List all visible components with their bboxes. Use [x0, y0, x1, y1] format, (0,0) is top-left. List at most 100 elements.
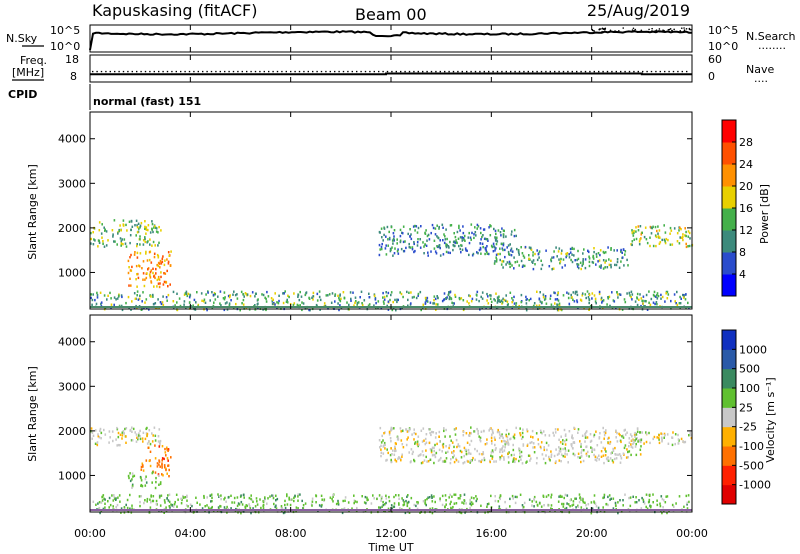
data-cell — [688, 500, 690, 504]
data-cell — [387, 238, 389, 241]
data-cell — [494, 438, 496, 441]
data-cell — [227, 294, 230, 298]
data-cell — [464, 239, 466, 242]
data-cell — [665, 290, 668, 294]
data-cell — [560, 460, 562, 463]
data-cell — [595, 505, 598, 508]
data-cell — [475, 499, 478, 503]
data-cell — [145, 276, 148, 280]
data-cell — [482, 234, 484, 237]
data-cell — [138, 432, 140, 435]
data-cell — [623, 264, 625, 267]
data-cell — [633, 441, 635, 444]
data-cell — [448, 292, 450, 295]
data-cell — [531, 504, 533, 507]
data-cell — [690, 436, 693, 440]
data-cell — [449, 251, 451, 255]
data-cell — [454, 241, 457, 244]
data-cell — [462, 231, 465, 235]
data-cell — [129, 234, 132, 237]
data-cell — [554, 302, 556, 305]
data-cell — [560, 252, 563, 255]
data-cell — [565, 438, 568, 442]
data-cell — [659, 236, 661, 239]
data-cell — [554, 428, 557, 431]
data-cell — [131, 484, 134, 488]
data-cell — [536, 249, 538, 252]
data-cell — [616, 258, 619, 261]
data-cell — [220, 304, 222, 307]
data-cell — [479, 248, 482, 251]
data-cell — [606, 266, 609, 269]
data-cell — [519, 493, 522, 496]
data-cell — [417, 292, 420, 296]
data-cell — [547, 494, 550, 497]
data-cell — [641, 431, 643, 434]
data-cell — [135, 440, 138, 443]
colorbar-segment — [722, 186, 736, 209]
data-cell — [515, 302, 518, 305]
data-cell — [472, 502, 474, 505]
data-cell — [293, 292, 295, 295]
data-cell — [612, 507, 615, 510]
data-cell — [600, 455, 603, 458]
data-cell — [451, 451, 453, 454]
data-cell — [152, 240, 155, 244]
data-cell — [400, 430, 402, 433]
data-cell — [448, 446, 450, 450]
data-cell — [385, 497, 388, 500]
data-cell — [275, 499, 277, 502]
data-cell — [638, 440, 641, 443]
data-cell — [107, 239, 109, 242]
data-cell — [688, 307, 690, 310]
data-cell — [341, 511, 344, 515]
data-cell — [478, 452, 481, 456]
data-cell — [594, 502, 597, 505]
data-cell — [684, 440, 687, 444]
noise-search-dot — [651, 27, 653, 30]
data-cell — [450, 500, 452, 504]
noise-search-dot — [648, 28, 650, 31]
data-cell — [427, 251, 429, 254]
data-cell — [452, 505, 454, 509]
data-cell — [98, 501, 101, 504]
data-cell — [167, 459, 169, 462]
data-cell — [97, 435, 100, 438]
data-cell — [410, 496, 413, 500]
data-cell — [149, 450, 152, 453]
data-cell — [151, 220, 153, 223]
data-cell — [420, 429, 423, 432]
noise-search-dot — [601, 30, 603, 33]
data-cell — [353, 501, 355, 505]
data-cell — [619, 499, 621, 502]
data-cell — [131, 430, 133, 433]
data-cell — [406, 438, 408, 441]
data-cell — [595, 459, 598, 462]
data-cell — [116, 426, 118, 430]
freq-right-legend-dots: .... — [754, 72, 768, 85]
noise-right-legend-dots: ........ — [758, 39, 786, 52]
data-cell — [652, 501, 654, 504]
data-cell — [175, 493, 178, 496]
data-cell — [145, 298, 148, 301]
data-cell — [460, 251, 462, 254]
data-cell — [599, 253, 601, 257]
data-cell — [641, 231, 643, 234]
noise-search-dot — [669, 28, 672, 30]
data-cell — [387, 308, 390, 311]
data-cell — [158, 496, 161, 499]
data-cell — [534, 263, 536, 266]
data-cell — [486, 252, 489, 255]
data-cell — [610, 263, 612, 267]
data-cell — [131, 507, 133, 510]
data-cell — [536, 258, 539, 262]
data-cell — [636, 437, 638, 440]
data-cell — [403, 503, 406, 506]
data-cell — [415, 296, 418, 300]
data-cell — [462, 299, 465, 302]
data-cell — [425, 441, 428, 444]
data-cell — [411, 248, 414, 251]
data-cell — [139, 500, 141, 504]
data-cell — [375, 307, 377, 310]
data-cell — [645, 238, 648, 241]
